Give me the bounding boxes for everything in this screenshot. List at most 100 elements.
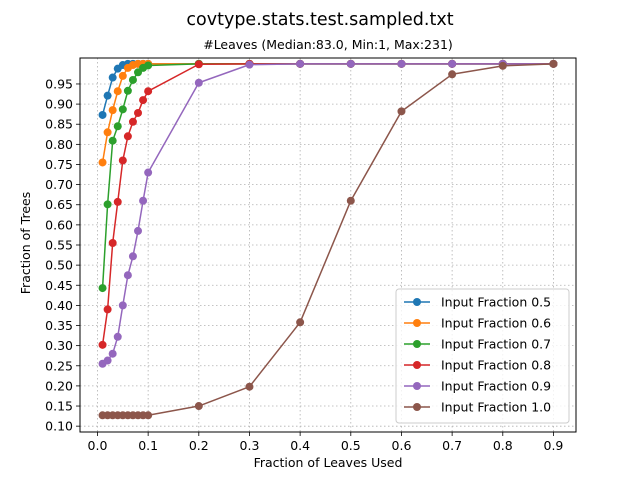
x-tick-label: 0.5: [341, 438, 361, 453]
legend-marker: [413, 319, 421, 327]
data-point: [397, 107, 406, 116]
data-point: [123, 271, 132, 280]
data-point: [144, 87, 153, 96]
data-point: [123, 132, 132, 141]
data-point: [103, 200, 112, 209]
y-tick-label: 0.90: [45, 97, 73, 112]
legend-label: Input Fraction 1.0: [441, 400, 551, 415]
legend-label: Input Fraction 0.7: [441, 337, 551, 352]
legend-label: Input Fraction 0.6: [441, 316, 551, 331]
data-point: [118, 301, 127, 310]
data-point: [118, 105, 127, 114]
legend-marker: [413, 382, 421, 390]
data-point: [448, 70, 457, 79]
y-tick-label: 0.20: [45, 378, 73, 393]
data-point: [448, 59, 457, 68]
y-tick-label: 0.70: [45, 177, 73, 192]
data-point: [296, 318, 305, 327]
chart-subtitle: #Leaves (Median:83.0, Min:1, Max:231): [203, 37, 453, 52]
data-point: [194, 78, 203, 87]
x-tick-label: 0.1: [138, 438, 158, 453]
data-point: [346, 196, 355, 205]
data-point: [98, 110, 107, 119]
data-point: [296, 59, 305, 68]
data-point: [103, 305, 112, 314]
legend-item: Input Fraction 1.0: [404, 400, 551, 415]
legend: Input Fraction 0.5 Input Fraction 0.6 Inpu…: [395, 288, 570, 424]
legend-marker: [413, 298, 421, 306]
data-point: [108, 349, 117, 358]
x-axis-label: Fraction of Leaves Used: [254, 455, 403, 470]
data-point: [103, 91, 112, 100]
x-tick-label: 0.9: [544, 438, 564, 453]
data-point: [118, 71, 127, 80]
data-point: [113, 122, 122, 131]
y-tick-label: 0.55: [45, 238, 73, 253]
data-point: [113, 87, 122, 96]
legend-label: Input Fraction 0.5: [441, 295, 551, 310]
x-tick-label: 0.4: [290, 438, 310, 453]
data-point: [194, 60, 203, 69]
data-point: [103, 128, 112, 137]
y-tick-label: 0.65: [45, 197, 73, 212]
y-tick-label: 0.80: [45, 137, 73, 152]
data-point: [108, 73, 117, 82]
chart-title: covtype.stats.test.sampled.txt: [186, 10, 453, 30]
y-tick-label: 0.15: [45, 399, 73, 414]
data-point: [113, 332, 122, 341]
legend-item: Input Fraction 0.6: [404, 316, 551, 331]
data-point: [103, 356, 112, 365]
data-point: [397, 59, 406, 68]
legend-label: Input Fraction 0.9: [441, 379, 551, 394]
data-point: [118, 156, 127, 165]
y-tick-label: 0.85: [45, 117, 73, 132]
data-point: [549, 59, 558, 68]
series-6: [98, 59, 558, 420]
data-point: [128, 117, 137, 126]
data-point: [128, 252, 137, 261]
data-point: [139, 96, 148, 105]
x-tick-label: 0.7: [442, 438, 462, 453]
data-point: [108, 136, 117, 145]
y-tick-label: 0.60: [45, 217, 73, 232]
data-point: [134, 108, 143, 117]
series-5: [98, 59, 558, 368]
y-tick-label: 0.25: [45, 358, 73, 373]
y-tick-label: 0.95: [45, 76, 73, 91]
data-point: [108, 106, 117, 115]
data-point: [245, 382, 254, 391]
legend-item: Input Fraction 0.5: [404, 295, 551, 310]
data-point: [144, 61, 153, 70]
y-tick-label: 0.40: [45, 298, 73, 313]
data-point: [113, 197, 122, 206]
data-point: [98, 158, 107, 167]
data-point: [139, 196, 148, 205]
y-tick-label: 0.45: [45, 278, 73, 293]
y-axis-label: Fraction of Trees: [18, 192, 33, 294]
legend-item: Input Fraction 0.8: [404, 358, 551, 373]
y-tick-label: 0.35: [45, 318, 73, 333]
x-tick-label: 0.2: [189, 438, 209, 453]
legend-label: Input Fraction 0.8: [441, 358, 551, 373]
y-tick-label: 0.30: [45, 338, 73, 353]
data-point: [346, 59, 355, 68]
x-tick-label: 0.8: [493, 438, 513, 453]
legend-marker: [413, 361, 421, 369]
x-tick-label: 0.6: [392, 438, 412, 453]
legend-item: Input Fraction 0.7: [404, 337, 551, 352]
data-point: [498, 61, 507, 70]
legend-marker: [413, 403, 421, 411]
data-point: [245, 60, 254, 69]
x-tick-label: 0.3: [240, 438, 260, 453]
data-point: [108, 238, 117, 247]
data-point: [123, 86, 132, 95]
axis-ticks: 0.0 0.1 0.2 0.3 0.4 0.5 0.6 0.7 0.8 0.9 0.10 0.15 0.…: [45, 76, 563, 453]
data-point: [144, 168, 153, 177]
y-tick-label: 0.10: [45, 419, 73, 434]
series-layer: [98, 59, 558, 420]
legend-box: [395, 288, 570, 424]
y-tick-label: 0.75: [45, 157, 73, 172]
data-point: [98, 284, 107, 293]
